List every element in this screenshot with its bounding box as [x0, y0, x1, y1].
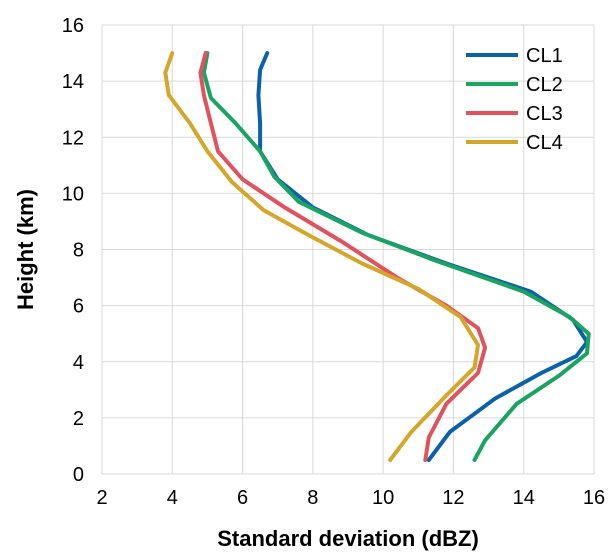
- legend-label-cl4: CL4: [526, 132, 563, 154]
- legend-label-cl3: CL3: [526, 103, 563, 125]
- x-tick-label: 6: [237, 487, 248, 509]
- y-tick-label: 8: [73, 240, 84, 262]
- y-axis-title: Height (km): [13, 189, 38, 310]
- x-tick-label: 12: [442, 487, 464, 509]
- series-layer: [163, 51, 591, 462]
- series-line-cl4: [163, 51, 480, 462]
- y-tick-label: 2: [73, 408, 84, 430]
- legend-label-cl2: CL2: [526, 74, 563, 96]
- x-tick-label: 10: [372, 487, 394, 509]
- series-line-cl3: [198, 51, 488, 462]
- x-tick-labels: 2 4 6 8 10 12 14 16: [96, 487, 605, 509]
- y-tick-label: 10: [62, 183, 84, 205]
- x-axis-title: Standard deviation (dBZ): [217, 526, 479, 551]
- legend: CL1 CL2 CL3 CL4: [466, 45, 563, 154]
- x-tick-label: 16: [583, 487, 605, 509]
- y-tick-label: 16: [62, 15, 84, 37]
- x-tick-label: 14: [513, 487, 535, 509]
- y-tick-label: 14: [62, 71, 84, 93]
- series-line-cl2: [201, 51, 591, 462]
- y-tick-label: 4: [73, 352, 84, 374]
- x-tick-label: 4: [167, 487, 178, 509]
- y-tick-label: 6: [73, 296, 84, 318]
- legend-label-cl1: CL1: [526, 45, 563, 67]
- x-tick-label: 2: [96, 487, 107, 509]
- gridlines: [101, 24, 595, 475]
- x-tick-label: 8: [307, 487, 318, 509]
- y-tick-label: 0: [73, 464, 84, 486]
- y-tick-labels: 0 2 4 6 8 10 12 14 16: [62, 15, 84, 486]
- y-tick-label: 12: [62, 127, 84, 149]
- plot-area: [101, 24, 595, 475]
